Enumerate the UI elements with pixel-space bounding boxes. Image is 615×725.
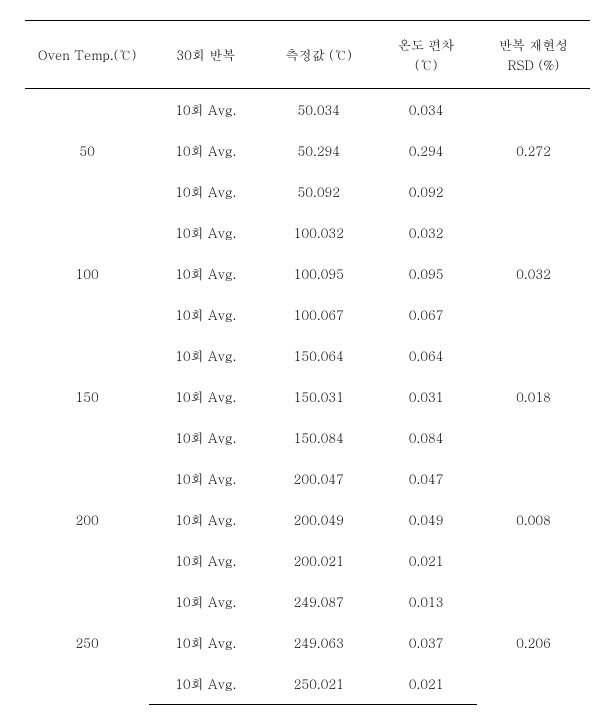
header-rsd-l1: 반복 재현성 — [499, 35, 568, 54]
cell-deviation: 0.021 — [375, 540, 477, 581]
cell-deviation: 0.021 — [375, 663, 477, 705]
cell-repeat-label: 10회 Avg. — [149, 130, 262, 171]
cell-rsd: 0.008 — [477, 458, 590, 581]
cell-deviation: 0.032 — [375, 212, 477, 253]
header-temp-dev-l2: (℃) — [415, 55, 438, 74]
cell-deviation: 0.013 — [375, 581, 477, 622]
cell-oven-temp: 50 — [25, 89, 149, 213]
cell-measured: 200.047 — [262, 458, 375, 499]
cell-oven-temp: 200 — [25, 458, 149, 581]
cell-deviation: 0.084 — [375, 417, 477, 458]
cell-measured: 100.095 — [262, 253, 375, 294]
cell-rsd: 0.018 — [477, 335, 590, 458]
header-rsd-l2: RSD (%) — [508, 55, 560, 74]
cell-deviation: 0.064 — [375, 335, 477, 376]
header-repeat30: 30회 반복 — [149, 21, 262, 89]
header-row: Oven Temp.(℃) 30회 반복 측정값 (℃) 온도 편차 (℃) 반… — [25, 21, 590, 89]
table-row: 15010회 Avg.150.0640.0640.018 — [25, 335, 590, 376]
header-measured: 측정값 (℃) — [262, 21, 375, 89]
header-temp-dev: 온도 편차 (℃) — [375, 21, 477, 89]
cell-repeat-label: 10회 Avg. — [149, 212, 262, 253]
cell-repeat-label: 10회 Avg. — [149, 89, 262, 131]
table-row: 25010회 Avg.249.0870.0130.206 — [25, 581, 590, 622]
cell-deviation: 0.294 — [375, 130, 477, 171]
data-table: Oven Temp.(℃) 30회 반복 측정값 (℃) 온도 편차 (℃) 반… — [25, 20, 590, 705]
cell-deviation: 0.034 — [375, 89, 477, 131]
cell-deviation: 0.031 — [375, 376, 477, 417]
cell-repeat-label: 10회 Avg. — [149, 458, 262, 499]
cell-repeat-label: 10회 Avg. — [149, 253, 262, 294]
cell-deviation: 0.037 — [375, 622, 477, 663]
cell-rsd: 0.272 — [477, 89, 590, 213]
cell-oven-temp: 250 — [25, 581, 149, 705]
cell-oven-temp: 150 — [25, 335, 149, 458]
cell-measured: 200.021 — [262, 540, 375, 581]
cell-measured: 100.067 — [262, 294, 375, 335]
cell-repeat-label: 10회 Avg. — [149, 335, 262, 376]
cell-repeat-label: 10회 Avg. — [149, 294, 262, 335]
cell-measured: 150.084 — [262, 417, 375, 458]
cell-deviation: 0.047 — [375, 458, 477, 499]
cell-repeat-label: 10회 Avg. — [149, 540, 262, 581]
cell-deviation: 0.049 — [375, 499, 477, 540]
cell-measured: 249.063 — [262, 622, 375, 663]
header-rsd: 반복 재현성 RSD (%) — [477, 21, 590, 89]
cell-measured: 150.064 — [262, 335, 375, 376]
cell-measured: 50.092 — [262, 171, 375, 212]
cell-repeat-label: 10회 Avg. — [149, 417, 262, 458]
cell-measured: 250.021 — [262, 663, 375, 705]
cell-measured: 100.032 — [262, 212, 375, 253]
cell-repeat-label: 10회 Avg. — [149, 663, 262, 705]
cell-rsd: 0.206 — [477, 581, 590, 705]
table-row: 5010회 Avg.50.0340.0340.272 — [25, 89, 590, 131]
cell-deviation: 0.095 — [375, 253, 477, 294]
table-row: 20010회 Avg.200.0470.0470.008 — [25, 458, 590, 499]
cell-measured: 50.294 — [262, 130, 375, 171]
cell-repeat-label: 10회 Avg. — [149, 376, 262, 417]
cell-rsd: 0.032 — [477, 212, 590, 335]
cell-measured: 150.031 — [262, 376, 375, 417]
cell-oven-temp: 100 — [25, 212, 149, 335]
table-row: 10010회 Avg.100.0320.0320.032 — [25, 212, 590, 253]
cell-repeat-label: 10회 Avg. — [149, 622, 262, 663]
header-temp-dev-l1: 온도 편차 — [398, 35, 454, 54]
cell-repeat-label: 10회 Avg. — [149, 171, 262, 212]
cell-measured: 50.034 — [262, 89, 375, 131]
cell-measured: 200.049 — [262, 499, 375, 540]
cell-repeat-label: 10회 Avg. — [149, 581, 262, 622]
cell-repeat-label: 10회 Avg. — [149, 499, 262, 540]
cell-deviation: 0.092 — [375, 171, 477, 212]
header-oven-temp: Oven Temp.(℃) — [25, 21, 149, 89]
cell-measured: 249.087 — [262, 581, 375, 622]
cell-deviation: 0.067 — [375, 294, 477, 335]
